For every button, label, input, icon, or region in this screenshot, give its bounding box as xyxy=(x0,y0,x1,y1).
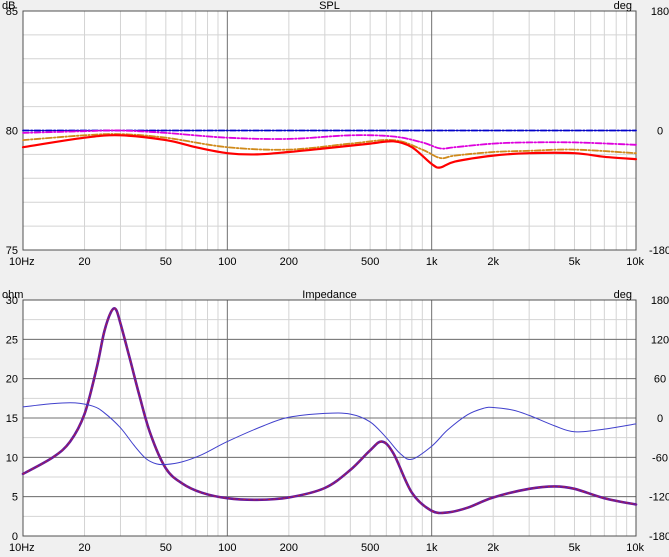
left-unit-label: dB xyxy=(2,0,15,12)
right-unit-label: deg xyxy=(614,0,632,12)
y-left-tick-label: 75 xyxy=(6,245,18,257)
series-line-0-1 xyxy=(22,129,637,150)
x-tick-label: 100 xyxy=(218,256,236,268)
series-line-0-3 xyxy=(21,134,638,169)
y-right-tick-label: -60 xyxy=(652,452,668,464)
x-tick-label: 2k xyxy=(487,256,499,268)
x-tick-label: 200 xyxy=(280,542,298,554)
y-right-tick-label: 180 xyxy=(651,6,669,18)
x-tick-label: 200 xyxy=(280,256,298,268)
y-left-tick-label: 10 xyxy=(6,452,18,464)
chart-title: Impedance xyxy=(302,289,356,301)
y-right-tick-label: 0 xyxy=(657,126,663,138)
y-right-tick-label: -180 xyxy=(649,245,669,257)
y-right-tick-label: 60 xyxy=(654,374,666,386)
x-tick-label: 5k xyxy=(569,542,581,554)
y-left-tick-label: 30 xyxy=(6,295,18,307)
x-tick-label: 50 xyxy=(160,256,172,268)
x-tick-label: 10Hz xyxy=(9,256,35,268)
series-line-1-1 xyxy=(22,402,637,466)
x-tick-label: 500 xyxy=(361,256,379,268)
x-tick-label: 50 xyxy=(160,542,172,554)
x-tick-label: 100 xyxy=(218,542,236,554)
plot-frame xyxy=(22,299,637,537)
y-left-tick-label: 80 xyxy=(6,126,18,138)
y-right-tick-label: 0 xyxy=(657,413,663,425)
x-tick-label: 1k xyxy=(426,256,438,268)
x-tick-label: 500 xyxy=(361,542,379,554)
x-tick-label: 2k xyxy=(487,542,499,554)
x-tick-label: 10k xyxy=(626,256,644,268)
y-left-tick-label: 85 xyxy=(6,6,18,18)
y-right-tick-label: -180 xyxy=(649,531,669,543)
left-unit-label: ohm xyxy=(2,289,23,301)
y-right-tick-label: -120 xyxy=(649,492,669,504)
x-tick-label: 1k xyxy=(426,542,438,554)
series-overlay-1-0 xyxy=(22,307,637,514)
chart-title: SPL xyxy=(319,0,340,12)
chart-0: SPL dB deg 10Hz 20 50 100 200 500 1k 2k 5k 10k 85 80 75… xyxy=(2,0,669,268)
x-tick-label: 20 xyxy=(78,542,90,554)
y-left-tick-label: 15 xyxy=(6,413,18,425)
series-line-0-2 xyxy=(22,133,637,160)
x-tick-label: 20 xyxy=(78,256,90,268)
y-left-tick-label: 0 xyxy=(12,531,18,543)
y-left-tick-label: 25 xyxy=(6,334,18,346)
y-right-tick-label: 180 xyxy=(651,295,669,307)
right-unit-label: deg xyxy=(614,289,632,301)
x-tick-label: 5k xyxy=(569,256,581,268)
y-left-tick-label: 5 xyxy=(12,492,18,504)
x-tick-label: 10Hz xyxy=(9,542,35,554)
x-tick-label: 10k xyxy=(626,542,644,554)
y-right-tick-label: 120 xyxy=(651,334,669,346)
y-left-tick-label: 20 xyxy=(6,374,18,386)
